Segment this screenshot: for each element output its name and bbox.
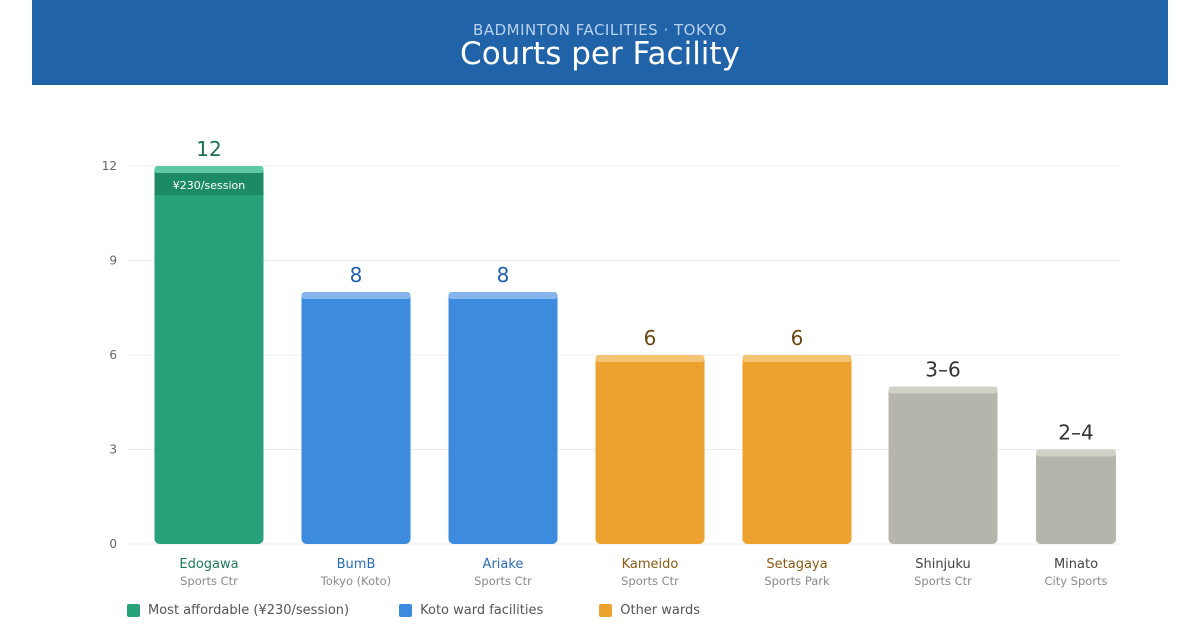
bar [448,292,558,544]
legend-item-other: Other wards [599,603,700,618]
bar [888,386,998,544]
x-tick-label: Ariake [483,557,524,572]
bar [301,292,411,544]
chart-legend: Most affordable (¥230/session) Koto ward… [127,603,700,618]
legend-label-other: Other wards [620,603,701,618]
x-tick-label: Shinjuku [915,557,971,572]
y-tick-label: 12 [102,159,117,173]
legend-swatch-orange [599,604,613,617]
x-tick-label: Edogawa [179,557,238,572]
y-tick-label: 3 [109,443,117,457]
y-tick-label: 9 [109,254,117,268]
x-tick-sublabel: Sports Ctr [621,574,679,588]
y-tick-label: 0 [109,537,117,551]
bar [742,355,852,544]
x-tick-label: Minato [1054,557,1098,572]
bar [595,355,705,544]
data-label: 8 [497,263,510,287]
legend-swatch-blue [399,604,413,617]
x-tick-sublabel: Sports Ctr [180,574,238,588]
bar [1036,449,1116,544]
bar-top-highlight [888,386,998,394]
data-label: 6 [644,326,657,350]
bar-top-highlight [595,355,705,362]
legend-label-affordable: Most affordable (¥230/session) [148,603,350,618]
legend-swatch-green [127,604,140,617]
x-tick-label: Setagaya [766,557,827,572]
bar-top-highlight [1036,449,1116,457]
legend-label-koto: Koto ward facilities [420,603,544,618]
x-tick-sublabel: Tokyo (Koto) [320,574,391,588]
x-tick-sublabel: Sports Park [764,574,830,588]
y-tick-label: 6 [109,348,117,362]
bar-top-highlight [448,292,558,299]
legend-item-affordable: Most affordable (¥230/session) [127,603,349,618]
chart-header: BADMINTON FACILITIES · TOKYO Courts per … [32,0,1168,85]
x-tick-label: Kameido [622,557,679,572]
chart-subtitle: BADMINTON FACILITIES · TOKYO [473,21,727,39]
bar-top-highlight [301,292,411,299]
bar-top-highlight [154,166,264,173]
x-tick-sublabel: Sports Ctr [914,574,972,588]
data-label: 2–4 [1058,421,1093,445]
bar-badge-label: ¥230/session [173,179,245,192]
data-label: 6 [791,326,804,350]
x-tick-label: BumB [337,557,376,572]
bar-badge-band [154,173,264,195]
bar [154,166,264,544]
x-tick-sublabel: Sports Ctr [474,574,532,588]
data-label: 12 [196,137,221,161]
bar-top-highlight [742,355,852,362]
data-label: 3–6 [925,358,960,382]
legend-item-koto: Koto ward facilities [399,603,543,618]
chart-title: Courts per Facility [460,36,740,72]
data-label: 8 [350,263,363,287]
x-tick-sublabel: City Sports [1044,574,1107,588]
